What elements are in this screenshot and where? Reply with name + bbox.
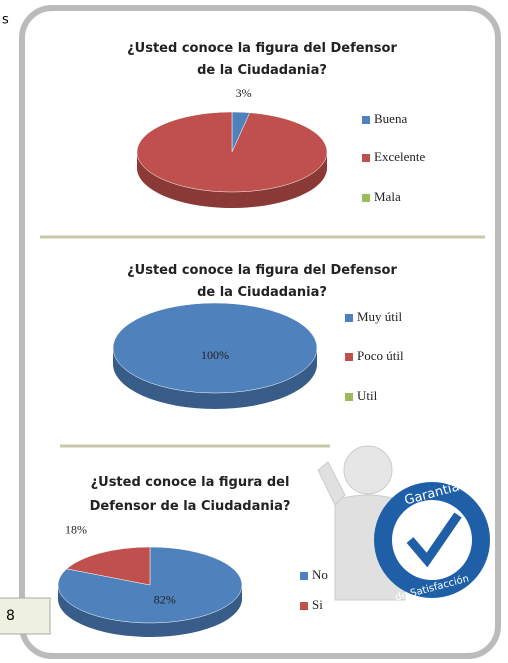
data-label: 18%	[65, 523, 87, 537]
pie-slice	[112, 302, 318, 394]
pie-chart: ¿Usted conoce la figura del Defensor de l…	[112, 263, 404, 409]
title-line: Defensor de la Ciudadania?	[90, 499, 291, 514]
legend-swatch	[362, 194, 370, 202]
legend-label: Si	[312, 597, 323, 612]
legend-swatch	[362, 116, 370, 124]
pie-chart: ¿Usted conoce la figura del Defensor de l…	[127, 41, 425, 209]
legend-swatch	[345, 393, 353, 401]
chart-title: ¿Usted conoce la figura del Defensor de l…	[127, 263, 397, 300]
fragment-text: s	[2, 13, 9, 28]
data-label: 3%	[236, 86, 252, 100]
title-line: ¿Usted conoce la figura del Defensor	[127, 41, 397, 56]
legend-label: Muy útil	[357, 309, 403, 324]
badge: Garantía de Satisfacción	[374, 479, 490, 604]
title-line: ¿Usted conoce la figura del	[91, 475, 290, 490]
legend-label: No	[312, 567, 328, 582]
title-line: de la Ciudadania?	[197, 285, 327, 300]
chart-title: ¿Usted conoce la figura del Defensor de l…	[90, 475, 291, 514]
data-label: 100%	[201, 348, 229, 362]
fragment-text: 8	[6, 608, 15, 624]
fragment-box	[0, 597, 51, 635]
title-line: ¿Usted conoce la figura del Defensor	[127, 263, 397, 278]
data-label: 82%	[154, 592, 176, 606]
legend-label: Poco útil	[357, 348, 404, 363]
pie-slice	[136, 111, 328, 193]
legend-swatch	[300, 572, 308, 580]
legend-swatch	[362, 154, 370, 162]
pie-chart: ¿Usted conoce la figura del Defensor de l…	[57, 475, 328, 638]
chart-title: ¿Usted conoce la figura del Defensor de l…	[127, 41, 397, 78]
legend-swatch	[345, 353, 353, 361]
legend-label: Buena	[374, 111, 407, 126]
pie-slice	[57, 546, 243, 624]
pie-slice	[66, 546, 151, 586]
title-line: de la Ciudadania?	[197, 63, 327, 78]
legend-label: Excelente	[374, 149, 425, 164]
legend-swatch	[345, 314, 353, 322]
legend-label: Util	[357, 388, 378, 403]
legend-swatch	[300, 602, 308, 610]
legend-label: Mala	[374, 189, 401, 204]
